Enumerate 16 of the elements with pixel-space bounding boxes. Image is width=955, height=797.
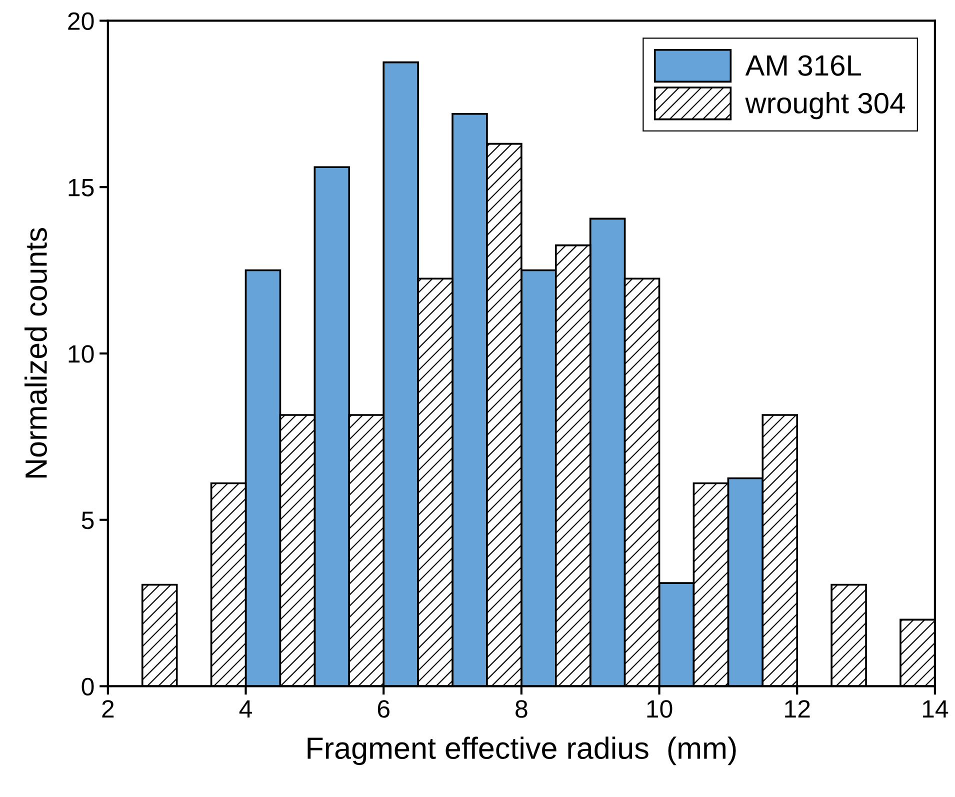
legend-label: wrought 304 xyxy=(745,92,905,120)
y-tick-label: 10 xyxy=(68,345,94,363)
x-axis-title: Fragment effective radius (mm) xyxy=(308,736,736,766)
x-tick-label: 10 xyxy=(647,700,672,718)
y-tick-label: 20 xyxy=(68,12,94,30)
x-tick-label: 2 xyxy=(102,700,114,718)
x-tick-label: 12 xyxy=(785,700,810,718)
x-tick-label: 14 xyxy=(922,700,948,718)
x-tick-label: 8 xyxy=(516,700,528,718)
x-tick-label: 4 xyxy=(239,700,252,718)
y-tick-label: 0 xyxy=(82,678,94,696)
y-tick-label: 5 xyxy=(82,512,94,530)
y-tick-label: 15 xyxy=(68,178,94,196)
x-tick-label: 6 xyxy=(378,700,390,718)
y-axis-title: Normalized counts xyxy=(24,228,47,478)
legend-label: AM 316L xyxy=(745,55,862,76)
